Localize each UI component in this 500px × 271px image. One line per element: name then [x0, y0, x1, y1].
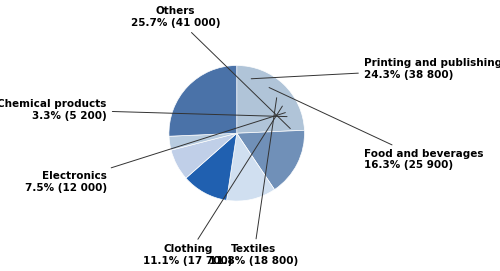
Text: Others
25.7% (41 000): Others 25.7% (41 000) — [131, 6, 290, 128]
Wedge shape — [169, 66, 236, 136]
Wedge shape — [186, 133, 236, 200]
Wedge shape — [169, 133, 236, 150]
Text: Electronics
7.5% (12 000): Electronics 7.5% (12 000) — [24, 113, 285, 193]
Text: Clothing
11.1% (17 700): Clothing 11.1% (17 700) — [143, 106, 282, 266]
Wedge shape — [226, 133, 274, 201]
Text: Chemical products
3.3% (5 200): Chemical products 3.3% (5 200) — [0, 99, 287, 121]
Wedge shape — [236, 66, 304, 133]
Wedge shape — [171, 133, 236, 178]
Text: Textiles
11.8% (18 800): Textiles 11.8% (18 800) — [209, 98, 298, 266]
Text: Printing and publishing
24.3% (38 800): Printing and publishing 24.3% (38 800) — [251, 59, 500, 80]
Text: Food and beverages
16.3% (25 900): Food and beverages 16.3% (25 900) — [269, 88, 484, 170]
Wedge shape — [236, 130, 304, 190]
